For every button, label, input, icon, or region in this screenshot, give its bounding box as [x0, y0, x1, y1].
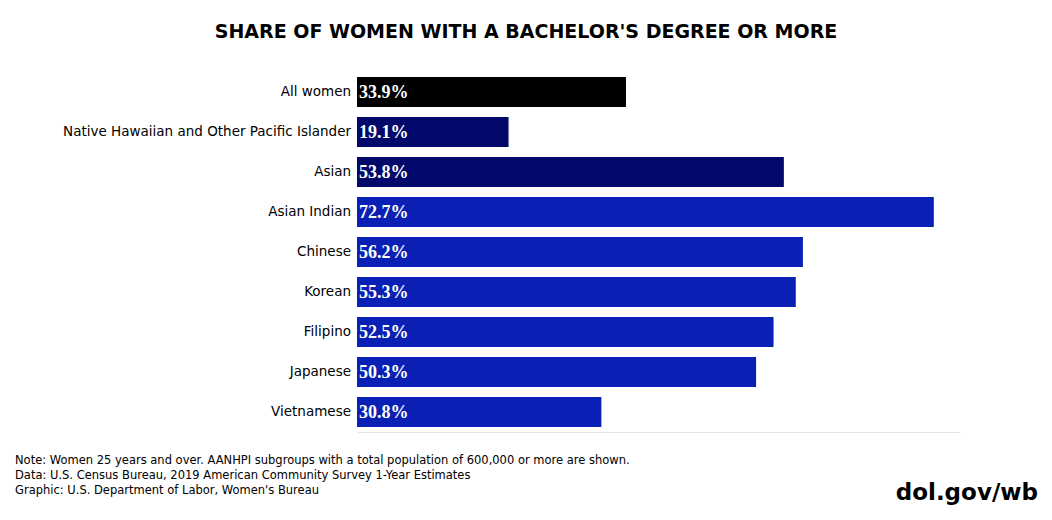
note: Note: Women 25 years and over. AANHPI su…: [15, 453, 630, 467]
note: Data: U.S. Census Bureau, 2019 American …: [15, 468, 470, 482]
data-label: 72.7%: [359, 202, 409, 222]
x-axis-line: [358, 432, 961, 433]
bar: [357, 77, 626, 107]
data-label: 19.1%: [359, 122, 409, 142]
category-label: Korean: [304, 283, 351, 299]
y-tick: Asian: [314, 163, 357, 179]
y-tick: Japanese: [289, 363, 357, 379]
note: Graphic: U.S. Department of Labor, Women…: [15, 483, 319, 497]
bar: [357, 117, 509, 147]
category-label: Native Hawaiian and Other Pacific Island…: [63, 123, 351, 139]
y-tick: Korean: [304, 283, 357, 299]
y-tick: Filipino: [304, 323, 357, 339]
bar: [357, 197, 934, 227]
bar: [357, 317, 774, 347]
data-label: 53.8%: [359, 162, 409, 182]
bar: [357, 237, 803, 267]
bar: [357, 397, 601, 427]
y-tick: Native Hawaiian and Other Pacific Island…: [63, 123, 357, 139]
category-label: Asian Indian: [268, 203, 351, 219]
bar: [357, 277, 796, 307]
data-labels: 33.9% 19.1% 53.8% 72.7% 56.2% 55.3% 52.5% 50.3%…: [359, 82, 409, 422]
category-label: Vietnamese: [271, 403, 351, 419]
chart: SHARE OF WOMEN WITH A BACHELOR'S DEGREE …: [0, 0, 1052, 520]
data-label: 52.5%: [359, 322, 409, 342]
category-label: Asian: [314, 163, 351, 179]
data-label: 50.3%: [359, 362, 409, 382]
y-tick: Asian Indian: [268, 203, 357, 219]
category-label: Chinese: [297, 243, 351, 259]
data-label: 55.3%: [359, 282, 409, 302]
category-label: All women: [281, 83, 351, 99]
y-tick: Chinese: [297, 243, 357, 259]
source-mark: dol.gov/wb: [896, 479, 1038, 505]
y-tick: Vietnamese: [271, 403, 357, 419]
category-label: Filipino: [304, 323, 351, 339]
y-tick: All women: [281, 83, 357, 99]
data-label: 56.2%: [359, 242, 409, 262]
title: SHARE OF WOMEN WITH A BACHELOR'S DEGREE …: [215, 20, 838, 42]
data-label: 30.8%: [359, 402, 409, 422]
x-axis: [358, 432, 961, 433]
category-label: Japanese: [289, 363, 351, 379]
bar: [357, 357, 756, 387]
data-label: 33.9%: [359, 82, 409, 102]
y-axis: All women Native Hawaiian and Other Pacif…: [63, 83, 357, 419]
bar: [357, 157, 784, 187]
bars: [357, 77, 934, 427]
